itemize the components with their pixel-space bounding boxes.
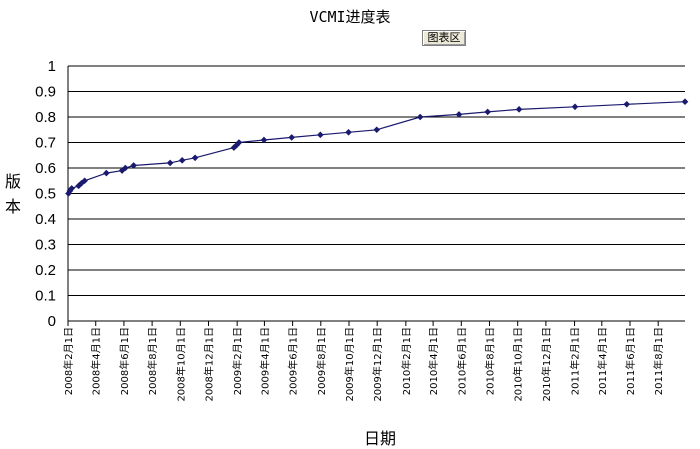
- chart-area-button[interactable]: 图表区: [422, 30, 466, 46]
- data-point: [230, 144, 238, 151]
- y-tick-label: 0.4: [35, 211, 56, 228]
- x-tick-label: 2009年2月1日: [231, 327, 244, 395]
- data-point: [78, 180, 85, 187]
- x-tick-label: 2011年4月1日: [596, 327, 609, 395]
- data-point: [66, 187, 74, 195]
- y-axis-label-line2: 本: [5, 197, 21, 216]
- x-tick-label: 2011年2月1日: [569, 327, 582, 395]
- y-tick-label: 1: [48, 58, 56, 75]
- data-point: [416, 113, 424, 121]
- y-tick-label: 0.7: [35, 135, 56, 152]
- data-point: [235, 139, 243, 146]
- data-point: [681, 98, 689, 105]
- y-tick-label: 0.9: [35, 84, 56, 101]
- data-point: [103, 169, 110, 177]
- data-point: [75, 182, 82, 190]
- x-tick-label: 2009年8月1日: [315, 327, 328, 395]
- data-point: [81, 177, 88, 185]
- x-tick-label: 2010年2月1日: [400, 327, 413, 395]
- x-tick-label: 2008年8月1日: [146, 327, 159, 395]
- y-tick-label: 0.8: [35, 109, 56, 126]
- data-point: [571, 103, 579, 111]
- x-tick-label: 2009年12月1日: [371, 327, 384, 402]
- x-tick-label: 2010年6月1日: [455, 327, 468, 395]
- x-tick-label: 2011年8月1日: [652, 327, 665, 395]
- data-point: [623, 100, 631, 108]
- x-tick-label: 2010年12月1日: [540, 327, 553, 402]
- y-axis-label-line1: 版: [5, 172, 21, 191]
- y-tick-label: 0.2: [35, 262, 56, 279]
- x-tick-label: 2009年10月1日: [343, 327, 356, 402]
- series-path: [67, 101, 686, 194]
- y-tick-label: 0.1: [35, 288, 56, 305]
- x-tick-label: 2008年12月1日: [203, 327, 216, 402]
- y-tick-labels: 0 0.1 0.2 0.3 0.4 0.5 0.6 0.7 0.8 0.9 1: [35, 58, 56, 330]
- series-markers: [65, 98, 689, 197]
- data-point: [178, 157, 186, 164]
- x-tick-label: 2008年6月1日: [118, 327, 131, 395]
- x-tick-label: 2010年4月1日: [427, 327, 440, 395]
- data-point: [233, 141, 240, 149]
- data-point: [122, 164, 129, 172]
- data-point: [68, 185, 75, 192]
- x-tick-label: 2011年6月1日: [624, 327, 637, 395]
- data-point: [166, 159, 174, 167]
- x-tick-labels: 2008年2月1日 2008年4月1日 2008年6月1日 2008年8月1日 2008…: [62, 327, 665, 402]
- x-axis-label: 日期: [364, 429, 396, 448]
- data-point: [455, 111, 463, 118]
- y-tick-label: 0.3: [35, 237, 56, 254]
- x-tick-label: 2009年6月1日: [287, 327, 300, 395]
- x-tick-label: 2008年2月1日: [62, 327, 75, 395]
- y-tick-label: 0: [48, 313, 56, 330]
- y-tick-label: 0.6: [35, 160, 56, 177]
- chart-title: VCMI进度表: [309, 8, 390, 26]
- data-point: [288, 134, 295, 141]
- data-point: [118, 167, 126, 174]
- data-point: [345, 129, 352, 136]
- data-point: [373, 126, 381, 134]
- x-tick-label: 2008年10月1日: [174, 327, 187, 402]
- data-point: [484, 108, 491, 116]
- series-line: [67, 101, 686, 194]
- data-point: [317, 131, 324, 139]
- data-point: [191, 154, 199, 162]
- x-tick-label: 2010年8月1日: [484, 327, 497, 395]
- x-tick-label: 2009年4月1日: [258, 327, 271, 395]
- data-point: [515, 106, 523, 113]
- x-tick-label: 2008年4月1日: [90, 327, 103, 395]
- gridlines: [68, 65, 685, 322]
- y-tick-label: 0.5: [35, 186, 56, 203]
- data-point: [130, 162, 137, 169]
- x-tick-label: 2010年10月1日: [512, 327, 525, 402]
- data-point: [260, 136, 268, 144]
- axes: [67, 66, 685, 326]
